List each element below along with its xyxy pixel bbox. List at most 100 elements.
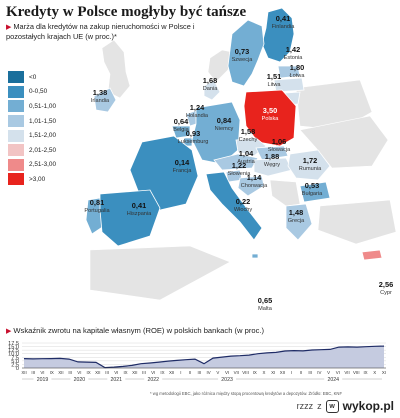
x-month-label: X xyxy=(263,370,266,375)
country-value: 1,42 xyxy=(285,45,301,54)
country-name: Portugalia xyxy=(84,208,110,214)
country-shape-finlandia xyxy=(261,7,295,63)
x-month-label: V xyxy=(216,370,219,375)
x-month-label: XII xyxy=(21,370,26,375)
x-month-label: IV xyxy=(317,370,321,375)
legend-swatch xyxy=(8,173,24,186)
country-label-slowacja: 1,06 Słowacja xyxy=(268,138,290,154)
y-tick-label: 15,0 xyxy=(8,345,19,351)
x-month-label: II xyxy=(189,370,191,375)
x-month-label: IX xyxy=(363,370,367,375)
country-shape-szwecja xyxy=(227,19,265,87)
non-eu-land xyxy=(101,39,131,99)
y-tick-label: 12,5 xyxy=(8,348,19,354)
country-label-chorwacja: 1,14 Chorwacja xyxy=(241,174,267,190)
legend-swatch xyxy=(8,115,24,128)
legend-item: 0,51-1,00 xyxy=(8,99,56,114)
country-value: 0,84 xyxy=(216,116,232,125)
country-value: 0,65 xyxy=(257,296,273,305)
country-value: 0,53 xyxy=(304,181,320,190)
country-shape-dania xyxy=(203,79,221,101)
country-label-grecja: 1,48 Grecja xyxy=(288,209,304,225)
country-name: Litwa xyxy=(267,82,281,88)
country-label-lotwa: 1,80 Łotwa xyxy=(290,64,305,80)
roe-chart-title: ▶ Wskaźnik zwrotu na kapitale własnym (RO… xyxy=(6,326,264,335)
country-name: Chorwacja xyxy=(240,183,268,189)
country-label-cypr: 2,56 Cypr xyxy=(379,281,393,297)
legend-swatch xyxy=(8,100,24,113)
country-name: Cypr xyxy=(380,290,392,296)
country-value: 0,41 xyxy=(131,201,147,210)
x-month-label: VI xyxy=(336,370,340,375)
country-name: Włochy xyxy=(233,207,253,213)
country-name: Luksemburg xyxy=(177,139,209,145)
country-name: Czechy xyxy=(238,137,258,143)
credit-user: rzzz xyxy=(296,401,314,411)
country-shape-bulgaria xyxy=(299,181,331,203)
non-eu-land xyxy=(207,49,233,83)
country-value: 1,22 xyxy=(231,161,247,170)
legend-label: 0,51-1,00 xyxy=(29,102,57,110)
country-label-dania: 1,68 Dania xyxy=(203,77,218,93)
x-year-label: 2024 xyxy=(327,377,339,383)
x-month-label: VI xyxy=(77,370,81,375)
country-label-francja: 0,14 Francja xyxy=(173,159,192,175)
country-label-belgia: 0,64 Belgia xyxy=(173,118,189,134)
y-tick-label: 2,5 xyxy=(11,362,19,368)
legend-swatch xyxy=(8,144,24,157)
x-month-label: VI xyxy=(225,370,229,375)
country-label-holandia: 1,24 Holandia xyxy=(186,104,208,120)
x-month-label: VIII xyxy=(353,370,360,375)
legend-item: 1,01-1,50 xyxy=(8,114,56,129)
x-month-label: VII xyxy=(234,370,239,375)
country-value: 1,51 xyxy=(266,72,282,81)
country-label-szwecja: 0,73 Szwecja xyxy=(232,48,253,64)
country-name: Malta xyxy=(258,306,272,312)
x-month-label: III xyxy=(142,370,146,375)
x-month-label: IX xyxy=(123,370,127,375)
country-value: 0,41 xyxy=(275,14,291,23)
country-label-slowenia: 1,22 Słowenia xyxy=(228,162,251,178)
country-shape-cypr xyxy=(361,249,383,261)
x-month-label: III xyxy=(308,370,312,375)
country-label-luksemburg: 0,93 Luksemburg xyxy=(178,130,209,146)
x-month-label: XII xyxy=(280,370,285,375)
country-name: Grecja xyxy=(287,218,305,224)
x-month-label: VIII xyxy=(242,370,249,375)
x-year-label: 2020 xyxy=(74,377,86,383)
country-value: 1,04 xyxy=(238,149,254,158)
country-name: Hiszpania xyxy=(126,211,152,217)
country-value: 1,14 xyxy=(246,173,262,182)
country-label-rumunia: 1,72 Rumunia xyxy=(299,157,321,173)
non-eu-land xyxy=(89,245,231,301)
x-month-label: V xyxy=(327,370,330,375)
legend-item: 0-0,50 xyxy=(8,85,56,100)
country-value: 0,22 xyxy=(235,197,251,206)
credit-site: wykop.pl xyxy=(342,399,394,413)
legend-swatch xyxy=(8,85,24,98)
x-month-label: IX xyxy=(160,370,164,375)
country-name: Belgia xyxy=(173,127,189,133)
country-value: 1,38 xyxy=(92,88,108,97)
country-label-austria: 1,04 Austria xyxy=(237,150,254,166)
legend-label: 1,01-1,50 xyxy=(29,117,57,125)
country-name: Francja xyxy=(172,168,192,174)
country-name: Słowacja xyxy=(267,147,291,153)
x-month-label: IX xyxy=(87,370,91,375)
wykop-logo-icon: w xyxy=(325,399,339,413)
legend-item: 2,01-2,50 xyxy=(8,143,56,158)
x-month-label: XII xyxy=(132,370,137,375)
country-name: Słowenia xyxy=(227,171,251,177)
country-value: 0,81 xyxy=(89,198,105,207)
x-month-label: III xyxy=(105,370,109,375)
country-name: Dania xyxy=(202,86,218,92)
page-subtitle: ▶ Marża dla kredytów na zakup nieruchomoś… xyxy=(6,22,206,41)
country-name: Niemcy xyxy=(214,126,234,132)
x-month-label: III xyxy=(31,370,35,375)
country-value: 1,58 xyxy=(240,127,256,136)
country-value: 1,06 xyxy=(271,137,287,146)
country-label-irlandia: 1,38 Irlandia xyxy=(91,89,109,105)
x-month-label: X xyxy=(373,370,376,375)
europe-map xyxy=(85,7,397,301)
country-label-hiszpania: 0,41 Hiszpania xyxy=(127,202,152,218)
